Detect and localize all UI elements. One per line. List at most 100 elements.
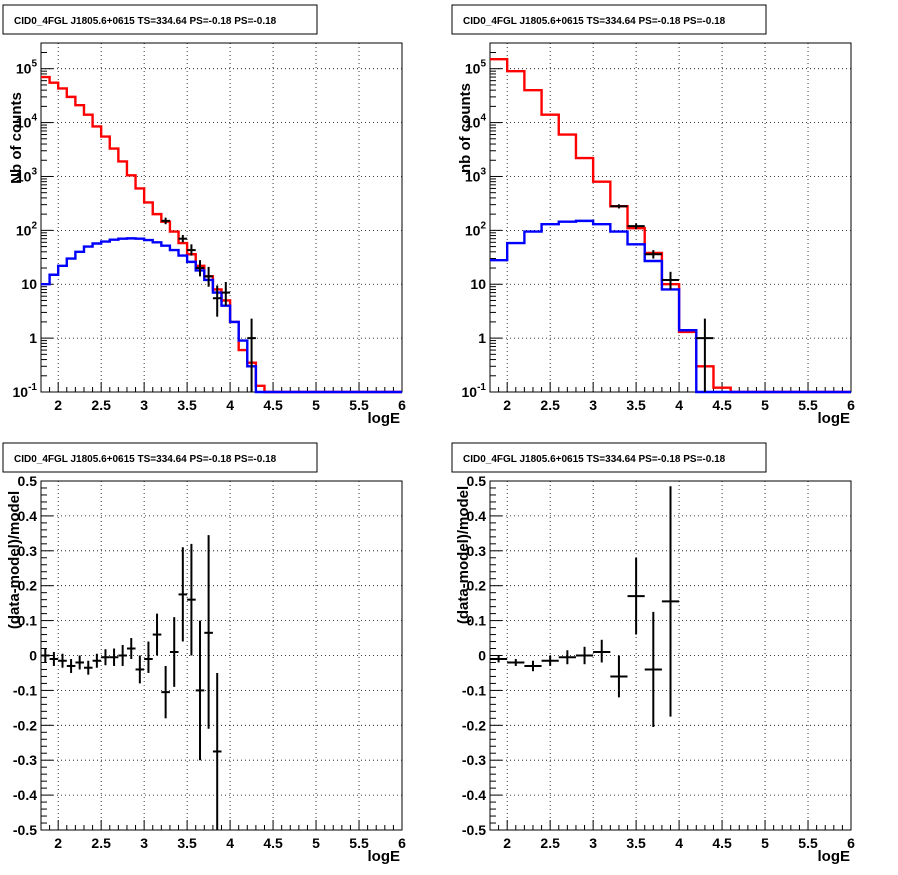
data-point: [169, 617, 179, 687]
data-point: [221, 282, 231, 306]
y-tick-label: 0.3: [467, 543, 487, 559]
panel-4: CID0_4FGL J1805.6+0615 TS=334.64 PS=-0.1…: [451, 442, 855, 865]
plot-frame: [40, 42, 403, 393]
panel-3: CID0_4FGL J1805.6+0615 TS=334.64 PS=-0.1…: [2, 442, 406, 865]
data-point: [610, 204, 628, 209]
y-tick-label: -0.1: [13, 682, 37, 698]
data-point: [144, 641, 153, 673]
panel-3-ylabel: (data-model)/model: [6, 491, 23, 629]
y-tick-label: 104: [465, 113, 487, 131]
panel-2-ylabel: nb of counts: [457, 83, 474, 173]
panel-1-ylabel: Nb of counts: [8, 92, 25, 184]
y-tick-label: -0.2: [13, 717, 37, 733]
data-point: [696, 318, 714, 392]
data-point: [490, 655, 508, 663]
data-point: [92, 653, 102, 668]
data-point: [627, 557, 645, 635]
data-point: [152, 613, 162, 656]
y-tick-label: 1: [29, 330, 37, 346]
panel-1: CID0_4FGL J1805.6+0615 TS=334.64 PS=-0.1…: [2, 4, 406, 427]
x-tick-label: 5.5: [798, 397, 818, 413]
y-tick-label: 0.1: [467, 613, 487, 629]
data-point: [610, 655, 628, 698]
data-point: [195, 620, 205, 761]
panel-4-xlabel: logE: [818, 848, 851, 865]
y-tick-label: 0.2: [18, 578, 38, 594]
panel-1-title: CID0_4FGL J1805.6+0615 TS=334.64 PS=-0.1…: [14, 16, 277, 27]
data-point: [187, 543, 196, 656]
data-point: [41, 648, 50, 663]
series-model_total-line: [490, 58, 851, 394]
plot-frame: [489, 42, 852, 393]
data-point: [247, 318, 256, 392]
y-tick-label: -0.3: [13, 752, 37, 768]
data-point: [109, 648, 119, 666]
data-point: [118, 645, 127, 666]
y-tick-label: 10-1: [462, 382, 487, 400]
x-tick-label: 4: [226, 835, 234, 851]
panel-2-title: CID0_4FGL J1805.6+0615 TS=334.64 PS=-0.1…: [463, 16, 726, 27]
panel-2-plot: 2 2.5 3 3.5 4 4.5 5 5.5 6 10-1 1 10 102 103 104 105: [462, 42, 855, 413]
x-tick-label: 3.5: [626, 835, 646, 851]
x-tick-label: 2.5: [91, 835, 111, 851]
panel-3-title: CID0_4FGL J1805.6+0615 TS=334.64 PS=-0.1…: [14, 454, 277, 465]
data-point: [212, 285, 222, 317]
y-tick-label: -0.4: [462, 787, 486, 803]
y-tick-label: -0.3: [462, 752, 486, 768]
data-point: [661, 271, 680, 290]
x-tick-label: 2.5: [540, 835, 560, 851]
x-tick-label: 3.5: [177, 835, 197, 851]
x-tick-label: 5.5: [349, 397, 369, 413]
data-point: [195, 260, 205, 277]
data-point: [83, 660, 93, 675]
y-tick-label: 0.2: [467, 578, 487, 594]
x-tick-label: 6: [847, 397, 855, 413]
data-point: [661, 486, 680, 717]
y-tick-label: -0.1: [462, 682, 486, 698]
x-tick-label: 2: [54, 835, 62, 851]
panel-1-plot: 2 2.5 3 3.5 4 4.5 5 5.5 6 10-1 1 10 102 103 104 105: [13, 42, 406, 413]
x-tick-label: 3: [589, 397, 597, 413]
y-tick-label: 0.1: [18, 613, 38, 629]
x-tick-label: 5: [761, 835, 769, 851]
y-tick-label: 1: [478, 330, 486, 346]
data-point: [524, 660, 542, 672]
y-tick-label: 102: [16, 220, 38, 238]
x-tick-label: 3: [589, 835, 597, 851]
x-tick-label: 6: [398, 397, 406, 413]
panel-3-plot: 2 2.5 3 3.5 4 4.5 5 5.5 6 -0.5 -0.4 -0.3 -0.2 -0.1 0 0.…: [13, 473, 406, 851]
x-tick-label: 2: [503, 835, 511, 851]
data-point: [204, 535, 213, 729]
x-tick-label: 6: [398, 835, 406, 851]
x-tick-label: 4: [226, 397, 234, 413]
data-point: [126, 638, 136, 659]
x-tick-label: 6: [847, 835, 855, 851]
x-tick-label: 4.5: [712, 397, 732, 413]
x-tick-label: 4.5: [712, 835, 732, 851]
data-point: [178, 547, 188, 642]
data-point: [204, 266, 213, 287]
y-tick-label: -0.4: [13, 787, 37, 803]
data-point: [627, 223, 645, 230]
y-tick-label: 10-1: [13, 382, 38, 400]
panel-3-title-box: [2, 442, 318, 473]
y-tick-label: 103: [465, 166, 487, 184]
y-tick-label: 0.3: [18, 543, 38, 559]
data-point: [75, 655, 84, 670]
y-tick-label: 0.5: [467, 473, 487, 489]
panel-1-title-box: [2, 4, 318, 35]
x-tick-label: 5: [312, 835, 320, 851]
data-point: [135, 655, 145, 684]
x-tick-label: 5.5: [349, 835, 369, 851]
x-tick-label: 3.5: [626, 397, 646, 413]
y-tick-label: 0: [478, 648, 486, 664]
series-model_total-line: [41, 75, 402, 394]
data-point: [66, 658, 76, 673]
data-point: [507, 658, 525, 666]
y-tick-label: 102: [465, 220, 487, 238]
y-tick-label: 10: [470, 276, 486, 292]
data-point: [58, 653, 67, 668]
x-tick-label: 5.5: [798, 835, 818, 851]
x-tick-label: 4.5: [263, 397, 283, 413]
